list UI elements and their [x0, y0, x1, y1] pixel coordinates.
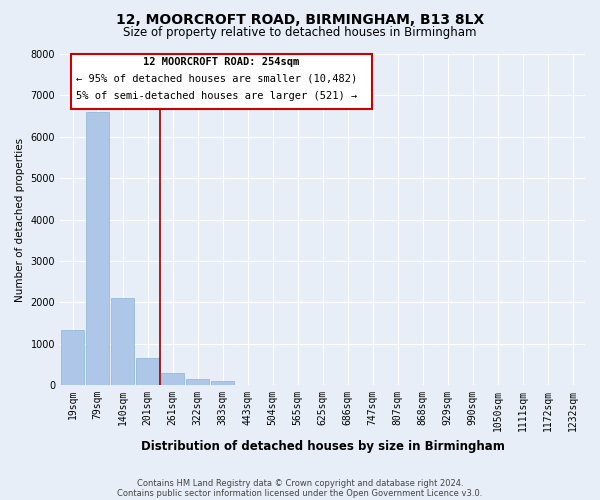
Bar — [161, 373, 184, 385]
Bar — [86, 112, 109, 385]
Y-axis label: Number of detached properties: Number of detached properties — [15, 138, 25, 302]
Text: Contains HM Land Registry data © Crown copyright and database right 2024.: Contains HM Land Registry data © Crown c… — [137, 478, 463, 488]
Text: 12 MOORCROFT ROAD: 254sqm: 12 MOORCROFT ROAD: 254sqm — [143, 56, 299, 66]
Text: Contains public sector information licensed under the Open Government Licence v3: Contains public sector information licen… — [118, 488, 482, 498]
Text: 12, MOORCROFT ROAD, BIRMINGHAM, B13 8LX: 12, MOORCROFT ROAD, BIRMINGHAM, B13 8LX — [116, 12, 484, 26]
Text: 5% of semi-detached houses are larger (521) →: 5% of semi-detached houses are larger (5… — [76, 91, 357, 101]
FancyBboxPatch shape — [71, 54, 373, 108]
Text: ← 95% of detached houses are smaller (10,482): ← 95% of detached houses are smaller (10… — [76, 74, 357, 84]
Text: Size of property relative to detached houses in Birmingham: Size of property relative to detached ho… — [123, 26, 477, 39]
X-axis label: Distribution of detached houses by size in Birmingham: Distribution of detached houses by size … — [140, 440, 505, 452]
Bar — [61, 330, 85, 385]
Bar — [211, 382, 235, 385]
Bar — [185, 378, 209, 385]
Bar — [110, 298, 134, 385]
Bar — [136, 358, 160, 385]
